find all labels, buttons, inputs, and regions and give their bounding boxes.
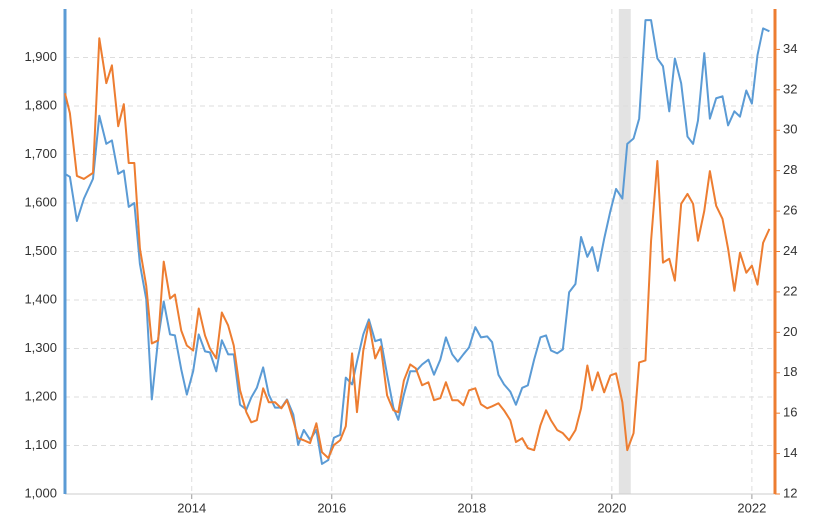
y2-tick-label: 12 (783, 485, 797, 500)
series-line (64, 37, 771, 460)
x-tick-label: 2014 (177, 500, 206, 515)
y2-tick-label: 20 (783, 324, 797, 339)
y-tick-label: 1,900 (24, 49, 57, 64)
y-tick-label: 1,400 (24, 291, 57, 306)
y2-tick-label: 14 (783, 445, 797, 460)
y2-tick-label: 24 (783, 243, 797, 258)
y2-tick-label: 30 (783, 122, 797, 137)
y-tick-label: 1,000 (24, 485, 57, 500)
y-tick-label: 1,300 (24, 340, 57, 355)
y-tick-label: 1,600 (24, 194, 57, 209)
y-tick-label: 1,800 (24, 97, 57, 112)
x-tick-label: 2018 (457, 500, 486, 515)
y-tick-label: 1,700 (24, 146, 57, 161)
y2-tick-label: 32 (783, 81, 797, 96)
x-tick-label: 2020 (597, 500, 626, 515)
y2-tick-label: 18 (783, 364, 797, 379)
y2-tick-label: 34 (783, 41, 797, 56)
y-tick-label: 1,200 (24, 388, 57, 403)
y2-tick-label: 26 (783, 203, 797, 218)
y-tick-label: 1,500 (24, 243, 57, 258)
series-line (64, 19, 770, 465)
y2-tick-label: 28 (783, 162, 797, 177)
x-tick-label: 2016 (317, 500, 346, 515)
y2-tick-label: 16 (783, 405, 797, 420)
x-tick-label: 2022 (737, 500, 766, 515)
y-tick-label: 1,100 (24, 437, 57, 452)
y2-tick-label: 22 (783, 283, 797, 298)
